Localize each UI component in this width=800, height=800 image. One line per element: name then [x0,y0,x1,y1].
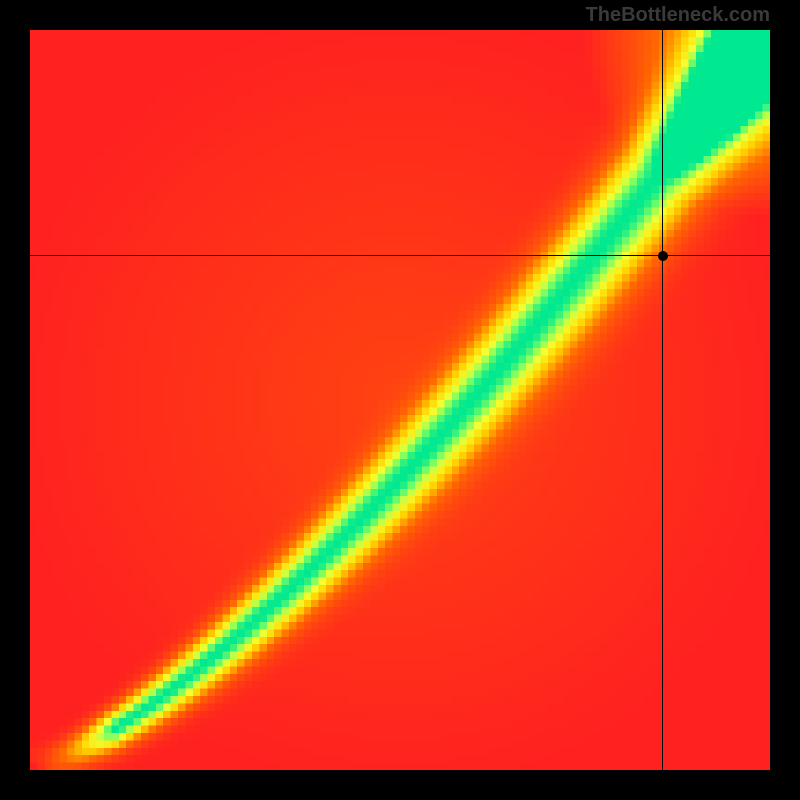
chart-container: TheBottleneck.com [0,0,800,800]
watermark-text: TheBottleneck.com [586,4,770,27]
crosshair-marker [658,251,668,261]
crosshair-vertical [662,30,663,770]
heatmap-plot [30,30,770,770]
